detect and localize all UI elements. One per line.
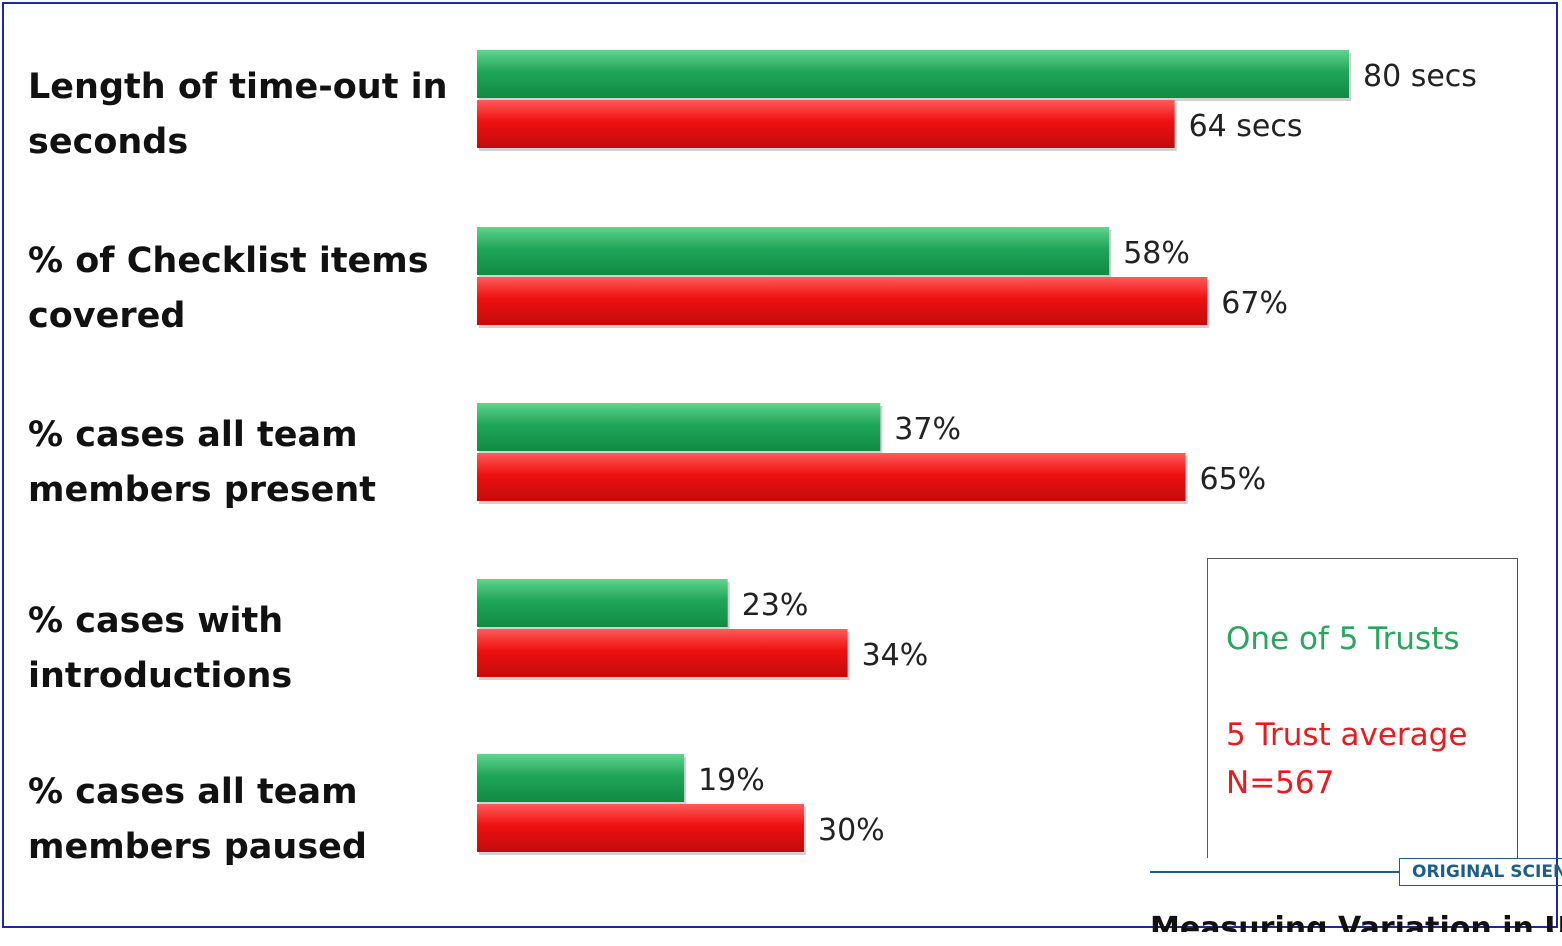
data-label: 80 secs <box>1363 59 1477 94</box>
category-label-line: members paused <box>28 827 367 867</box>
category-label: % cases all team members paused <box>28 765 448 875</box>
category-label: % of Checklist items covered <box>28 234 448 344</box>
section-tag: ORIGINAL SCIEN <box>1399 858 1562 886</box>
category-label: % cases all team members present <box>28 408 448 518</box>
bar-one-trust <box>477 50 1349 98</box>
legend-series-average: 5 Trust average <box>1226 717 1468 753</box>
category-label-line: % cases all team <box>28 772 358 812</box>
data-label: 30% <box>818 813 885 848</box>
legend-series-one-trust: One of 5 Trusts <box>1226 621 1460 657</box>
category-label-line: % cases all team <box>28 415 358 455</box>
bar-five-trust-average <box>477 453 1186 501</box>
bar-five-trust-average <box>477 629 848 677</box>
article-headline: Measuring Variation in Use <box>1150 911 1562 946</box>
data-label: 34% <box>862 638 929 673</box>
data-label: 37% <box>894 412 961 447</box>
data-label: 58% <box>1123 236 1190 271</box>
bar-one-trust <box>477 754 685 802</box>
data-label: 67% <box>1221 286 1288 321</box>
category-label-line: seconds <box>28 122 189 162</box>
bar-five-trust-average <box>477 100 1175 148</box>
category-label-line: covered <box>28 296 186 336</box>
category-label-line: % of Checklist items <box>28 241 429 281</box>
category-label: % cases with introductions <box>28 594 448 704</box>
category-label-line: % cases with <box>28 601 284 641</box>
bar-five-trust-average <box>477 804 804 852</box>
data-label: 19% <box>698 763 765 798</box>
category-label-line: Length of time-out in <box>28 67 448 107</box>
data-label: 65% <box>1200 462 1267 497</box>
category-label: Length of time-out in seconds <box>28 60 448 170</box>
bar-one-trust <box>477 579 728 627</box>
bar-one-trust <box>477 227 1110 275</box>
data-label: 64 secs <box>1189 109 1303 144</box>
legend-sample-size: N=567 <box>1226 765 1335 801</box>
article-rule <box>1150 871 1400 873</box>
category-label-line: introductions <box>28 656 293 696</box>
data-label: 23% <box>742 588 809 623</box>
legend: One of 5 Trusts 5 Trust average N=567 <box>1207 558 1518 858</box>
figure-frame <box>2 2 1558 928</box>
bar-five-trust-average <box>477 277 1208 325</box>
category-label-line: members present <box>28 470 377 510</box>
bar-one-trust <box>477 403 881 451</box>
